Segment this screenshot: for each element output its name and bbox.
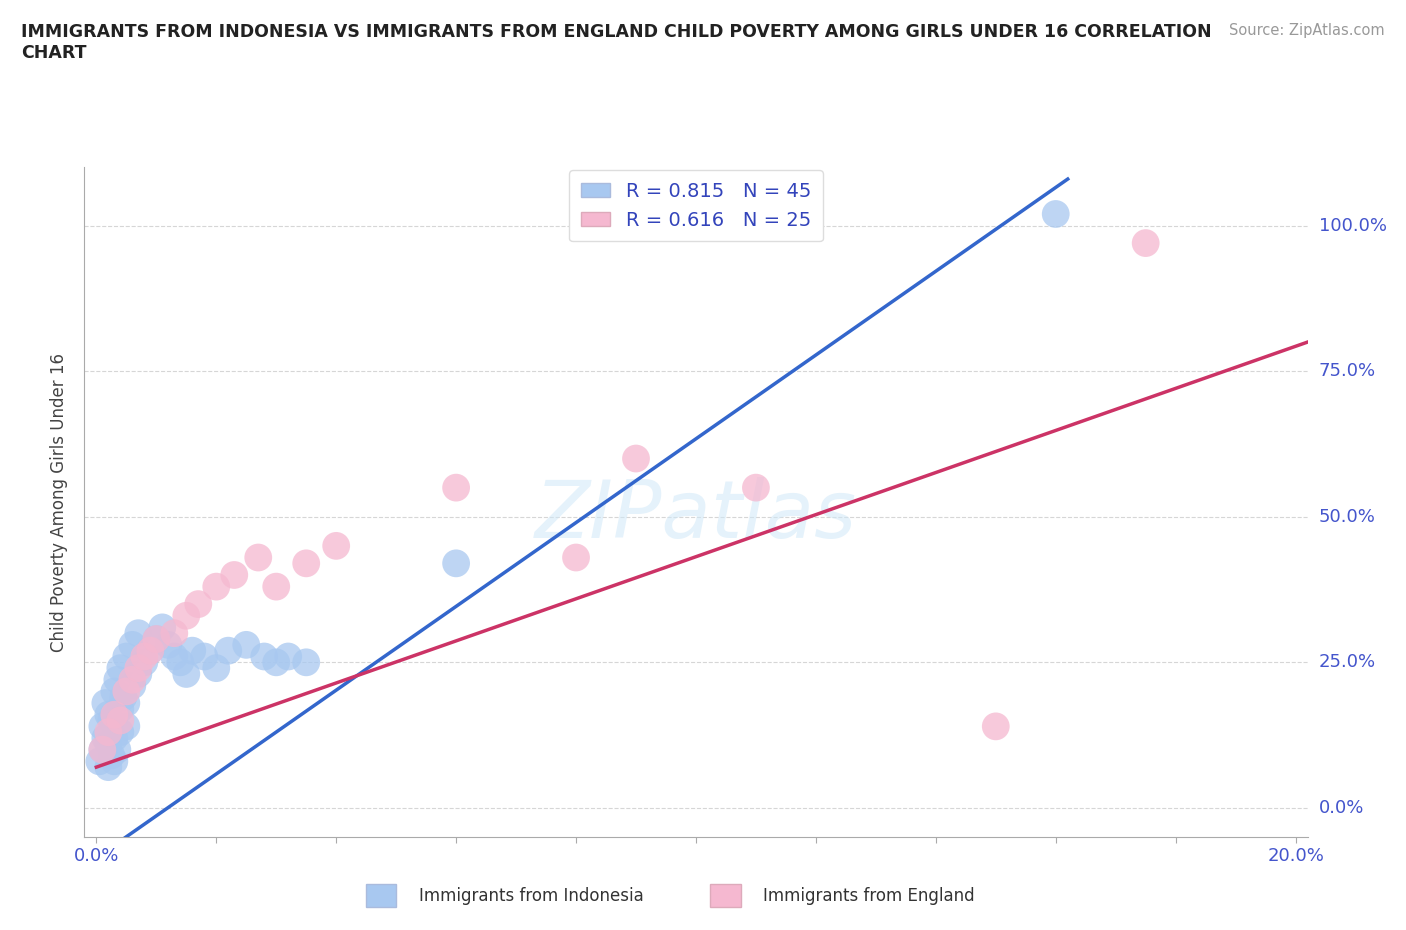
Point xyxy=(745,480,768,495)
Text: Immigrants from England: Immigrants from England xyxy=(763,886,976,905)
Text: 100.0%: 100.0% xyxy=(1319,217,1386,234)
Point xyxy=(91,719,114,734)
Point xyxy=(134,649,156,664)
Point xyxy=(174,667,197,682)
Point xyxy=(115,719,138,734)
Point xyxy=(134,655,156,670)
Point xyxy=(110,660,132,675)
Point xyxy=(94,696,117,711)
Point xyxy=(103,708,125,723)
Point xyxy=(163,626,186,641)
Point xyxy=(295,655,318,670)
Point xyxy=(264,579,287,594)
Point xyxy=(145,631,167,646)
Point xyxy=(115,684,138,698)
Text: ZIPatlas: ZIPatlas xyxy=(534,476,858,554)
Point xyxy=(103,731,125,746)
Point xyxy=(181,644,204,658)
Point xyxy=(205,579,228,594)
Point xyxy=(187,597,209,612)
Point xyxy=(224,567,246,582)
Point xyxy=(103,684,125,698)
FancyBboxPatch shape xyxy=(366,884,396,907)
Point xyxy=(145,631,167,646)
Point xyxy=(253,649,276,664)
FancyBboxPatch shape xyxy=(710,884,741,907)
Point xyxy=(217,644,239,658)
Point xyxy=(97,724,120,739)
Point xyxy=(150,620,173,635)
Point xyxy=(157,637,180,652)
Point xyxy=(115,649,138,664)
Point xyxy=(110,724,132,739)
Point xyxy=(121,672,143,687)
Point xyxy=(91,742,114,757)
Point xyxy=(127,660,149,675)
Point xyxy=(264,655,287,670)
Point xyxy=(127,626,149,641)
Point xyxy=(565,550,588,565)
Point xyxy=(325,538,347,553)
Point xyxy=(624,451,647,466)
Point xyxy=(295,556,318,571)
Point xyxy=(105,742,128,757)
Point xyxy=(205,660,228,675)
Point xyxy=(139,644,162,658)
Point xyxy=(97,708,120,723)
Point xyxy=(103,754,125,769)
Point xyxy=(105,672,128,687)
Point xyxy=(1135,235,1157,250)
Point xyxy=(984,719,1007,734)
Point xyxy=(247,550,270,565)
Point xyxy=(110,713,132,728)
Point xyxy=(94,731,117,746)
Legend: R = 0.815   N = 45, R = 0.616   N = 25: R = 0.815 N = 45, R = 0.616 N = 25 xyxy=(569,170,823,242)
Text: 25.0%: 25.0% xyxy=(1319,653,1376,671)
Text: 75.0%: 75.0% xyxy=(1319,362,1376,380)
Text: Source: ZipAtlas.com: Source: ZipAtlas.com xyxy=(1229,23,1385,38)
Point xyxy=(127,667,149,682)
Point xyxy=(163,649,186,664)
Text: 0.0%: 0.0% xyxy=(1319,799,1364,817)
Point xyxy=(91,742,114,757)
Point xyxy=(277,649,299,664)
Point xyxy=(193,649,215,664)
Point xyxy=(121,678,143,693)
Point xyxy=(89,754,111,769)
Point xyxy=(112,690,135,705)
Point xyxy=(139,644,162,658)
Point xyxy=(444,480,467,495)
Point xyxy=(97,737,120,751)
Text: IMMIGRANTS FROM INDONESIA VS IMMIGRANTS FROM ENGLAND CHILD POVERTY AMONG GIRLS U: IMMIGRANTS FROM INDONESIA VS IMMIGRANTS … xyxy=(21,23,1212,62)
Point xyxy=(121,637,143,652)
Point xyxy=(444,556,467,571)
Point xyxy=(97,760,120,775)
Point xyxy=(169,655,191,670)
Point xyxy=(174,608,197,623)
Text: 50.0%: 50.0% xyxy=(1319,508,1375,525)
Point xyxy=(115,696,138,711)
Point xyxy=(100,713,122,728)
Point xyxy=(100,748,122,763)
Text: Immigrants from Indonesia: Immigrants from Indonesia xyxy=(419,886,644,905)
Y-axis label: Child Poverty Among Girls Under 16: Child Poverty Among Girls Under 16 xyxy=(51,352,69,652)
Point xyxy=(1045,206,1067,221)
Point xyxy=(235,637,257,652)
Point xyxy=(110,701,132,716)
